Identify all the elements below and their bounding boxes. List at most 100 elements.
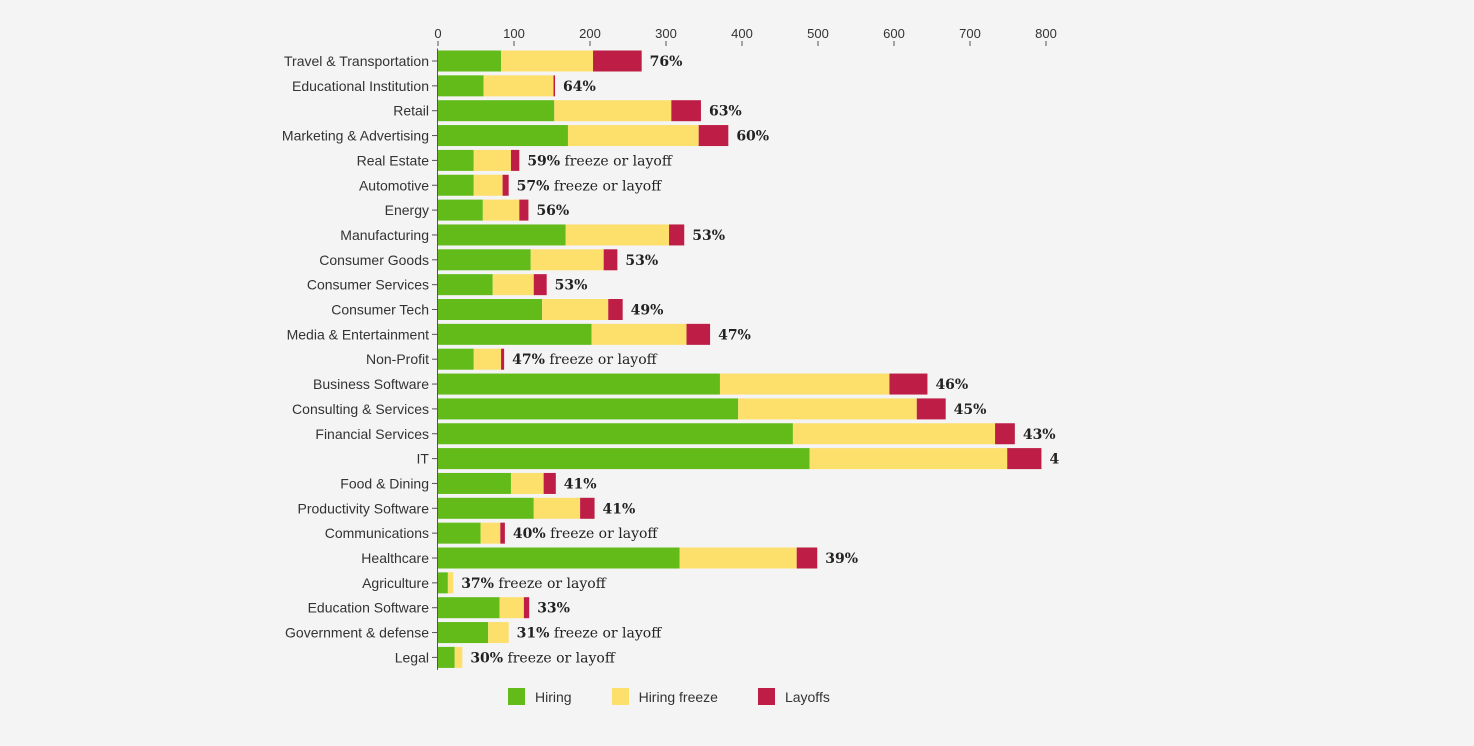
category-label: Automotive <box>359 177 429 193</box>
bar-segment-layoffs <box>669 224 685 246</box>
bar-segment-hiring-freeze <box>482 199 520 221</box>
bar-segment-hiring <box>438 348 474 370</box>
bar-segment-hiring-freeze <box>473 348 502 370</box>
legend-label-hiring: Hiring <box>535 688 572 705</box>
x-tick-label: 0 <box>434 26 441 41</box>
bar-segment-hiring <box>438 299 543 320</box>
x-tick-label: 600 <box>883 26 905 41</box>
bar-segment-layoffs <box>500 522 505 544</box>
bar-segment-hiring <box>438 224 566 246</box>
percent-label: 33% <box>537 601 570 617</box>
category-label: Travel & Transportation <box>284 53 429 69</box>
legend-swatch-hiring <box>508 688 525 705</box>
bar-segment-hiring-freeze <box>542 299 609 320</box>
percent-label: 49% <box>631 303 664 319</box>
category-label: Healthcare <box>361 550 429 566</box>
bar-segment-hiring-freeze <box>483 75 554 97</box>
bar-segment-layoffs <box>533 274 547 296</box>
category-label: Communications <box>325 525 429 541</box>
bar-segment-hiring-freeze <box>499 597 524 619</box>
category-label: Agriculture <box>362 575 429 591</box>
bar-segment-hiring <box>438 249 531 271</box>
bar-segment-hiring <box>438 323 592 345</box>
bar-segment-hiring-freeze <box>454 646 463 668</box>
percent-label: 45% <box>954 402 987 418</box>
bar-segment-hiring-freeze <box>809 448 1008 470</box>
x-tick-label: 800 <box>1035 26 1057 41</box>
percent-label: 4 <box>1049 452 1059 468</box>
bar-segment-layoffs <box>580 497 595 519</box>
percent-label: 59% freeze or layoff <box>527 153 673 169</box>
bar-segment-hiring-freeze <box>473 174 503 196</box>
percent-label: 76% <box>650 54 683 70</box>
percent-label: 64% <box>563 79 596 95</box>
legend-item-hiring: Hiring <box>508 688 572 705</box>
bar-segment-hiring <box>438 572 448 594</box>
x-tick-label: 400 <box>731 26 753 41</box>
bar-segment-layoffs <box>916 398 946 420</box>
legend-label-hiring-freeze: Hiring freeze <box>638 688 718 705</box>
bar-segment-layoffs <box>698 125 729 147</box>
bar-segment-layoffs <box>519 199 529 221</box>
bar-segment-layoffs <box>501 348 505 370</box>
legend-item-layoffs: Layoffs <box>757 688 830 705</box>
bar-segment-layoffs <box>796 547 818 569</box>
bar-segment-hiring-freeze <box>591 323 687 345</box>
legend-swatch-hiring-freeze <box>611 688 629 705</box>
bar-segment-hiring <box>438 50 502 72</box>
legend-item-hiring-freeze: Hiring freeze <box>611 688 718 705</box>
category-label: Consumer Goods <box>319 252 429 268</box>
percent-label: 40% freeze or layoff <box>513 526 659 542</box>
bar-segment-hiring <box>438 522 481 544</box>
bar-segment-hiring-freeze <box>679 547 797 569</box>
bar-segment-layoffs <box>1007 448 1042 470</box>
bar-segment-hiring <box>438 398 739 420</box>
category-label: Business Software <box>313 376 429 392</box>
bar-segment-hiring-freeze <box>738 398 917 420</box>
bar-segment-hiring <box>438 274 493 296</box>
category-label: Manufacturing <box>340 227 429 243</box>
bar-segment-hiring-freeze <box>565 224 670 246</box>
percent-label: 57% freeze or layoff <box>517 178 663 194</box>
bar-segment-layoffs <box>995 423 1015 445</box>
bar-segment-hiring <box>438 174 474 196</box>
bar-segment-hiring <box>438 100 555 122</box>
category-label: Consumer Tech <box>331 302 429 318</box>
bar-segment-layoffs <box>603 249 618 271</box>
category-label: Real Estate <box>357 152 430 168</box>
bar-segment-hiring-freeze <box>533 497 581 519</box>
bar-segment-hiring <box>438 75 484 97</box>
bar-segment-hiring-freeze <box>530 249 604 271</box>
bar-segment-hiring-freeze <box>567 125 699 147</box>
category-label: Food & Dining <box>340 475 429 491</box>
category-label: Education Software <box>308 600 430 616</box>
percent-label: 41% <box>603 501 636 517</box>
bar-segment-hiring-freeze <box>492 274 534 296</box>
category-label: Consumer Services <box>307 277 429 293</box>
category-label: Government & defense <box>285 625 429 641</box>
percent-label: 47% <box>718 327 751 343</box>
bar-segment-hiring <box>438 149 474 171</box>
bar-segment-layoffs <box>543 472 556 494</box>
bar-segment-hiring-freeze <box>501 50 594 72</box>
bar-segment-hiring <box>438 448 810 470</box>
percent-label: 53% <box>555 278 588 294</box>
bar-segment-hiring <box>438 622 489 644</box>
bar-segment-hiring-freeze <box>792 423 996 445</box>
legend-swatch-layoffs <box>757 688 775 705</box>
legend: Hiring Hiring freeze Layoffs <box>508 688 870 705</box>
bar-segment-layoffs <box>671 100 701 122</box>
bar-segment-hiring-freeze <box>510 472 544 494</box>
percent-label: 39% <box>825 551 858 567</box>
category-label: IT <box>417 451 430 467</box>
bar-segment-hiring <box>438 547 680 569</box>
category-label: Energy <box>385 202 429 218</box>
bar-segment-hiring-freeze <box>447 572 454 594</box>
percent-label: 43% <box>1023 427 1056 443</box>
percent-label: 41% <box>564 476 597 492</box>
bar-segment-layoffs <box>608 299 623 320</box>
percent-label: 53% <box>692 228 725 244</box>
category-label: Non-Profit <box>366 351 429 367</box>
